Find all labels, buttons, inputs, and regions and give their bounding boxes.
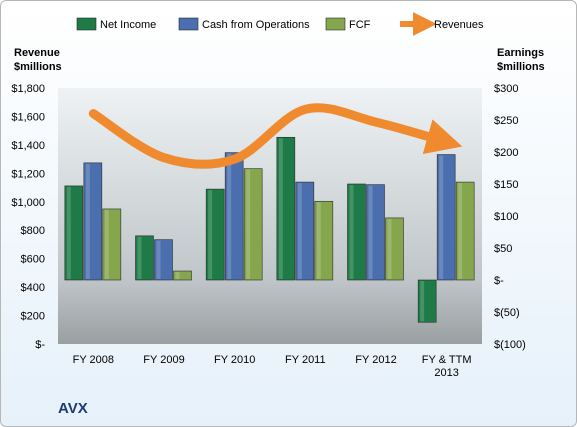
right-axis-title-line1: Earnings — [497, 47, 544, 59]
left-tick-label: $800 — [21, 225, 45, 237]
bar-cash-from-operations — [83, 162, 103, 281]
legend-label-cash-from-operations: Cash from Operations — [202, 19, 310, 31]
right-axis-title-line2: $millions — [497, 61, 545, 73]
left-tick-label: $600 — [21, 254, 45, 266]
legend-swatch-net-income — [76, 17, 97, 31]
bar-highlight — [227, 153, 232, 279]
left-tick-label: $1,000 — [11, 197, 45, 209]
right-tick-label: $(100) — [494, 339, 526, 351]
right-axis: $(100) $(50) $- $50 $100 $150 $200 $250 $300 — [494, 83, 526, 351]
bar-cash-from-operations — [154, 239, 173, 281]
bar-highlight — [349, 185, 354, 279]
bar-fcf — [314, 200, 334, 281]
category-label: FY 2011 — [285, 354, 326, 366]
bar-highlight — [278, 138, 283, 279]
bar-net-income — [417, 279, 437, 323]
bar-fcf — [455, 181, 475, 281]
bar-cash-from-operations — [436, 154, 456, 281]
right-tick-label: $300 — [494, 83, 518, 95]
category-label: FY 2009 — [143, 354, 184, 366]
left-axis-title-line2: $millions — [14, 61, 62, 73]
revenue-line — [88, 103, 463, 169]
bar-highlight — [368, 185, 373, 279]
bar-net-income — [347, 183, 366, 281]
bar-cash-from-operations — [295, 181, 315, 281]
legend-label-revenues: Revenues — [434, 19, 484, 31]
bar-highlight — [316, 202, 321, 279]
legend-swatch-cash-from-operations — [178, 17, 199, 31]
bar-highlight — [458, 183, 463, 279]
category-label: FY 2010 — [214, 354, 255, 366]
legend-label-net-income: Net Income — [100, 19, 156, 31]
legend: Net Income Cash from Operations FCF Revenue… — [76, 12, 484, 36]
left-tick-label: $400 — [21, 282, 45, 294]
left-tick-label: $1,400 — [11, 140, 45, 152]
bar-highlight — [175, 272, 180, 279]
right-tick-label: $100 — [494, 211, 518, 223]
bar-highlight — [208, 190, 213, 279]
bar-highlight — [137, 236, 142, 279]
bar-highlight — [246, 169, 251, 279]
bars-layer — [64, 136, 475, 323]
right-tick-label: $200 — [494, 147, 518, 159]
right-tick-label: $150 — [494, 179, 518, 191]
category-label: FY 2008 — [73, 354, 114, 366]
bar-fcf — [173, 270, 192, 281]
legend-label-fcf: FCF — [349, 19, 371, 31]
left-tick-label: $1,600 — [11, 111, 45, 123]
right-tick-label: $- — [494, 275, 504, 287]
bar-fcf — [243, 168, 263, 281]
bar-highlight — [85, 163, 90, 279]
bar-net-income — [276, 136, 296, 281]
bar-highlight — [387, 218, 392, 279]
bar-fcf — [102, 208, 122, 281]
bar-net-income — [64, 185, 84, 281]
bar-highlight — [297, 183, 302, 279]
bar-highlight — [66, 186, 71, 279]
bar-net-income — [205, 188, 225, 281]
bar-cash-from-operations — [366, 184, 385, 281]
category-label: FY 2012 — [355, 354, 396, 366]
left-axis-title-line1: Revenue — [14, 47, 60, 59]
right-tick-label: $(50) — [494, 307, 520, 319]
left-tick-label: $200 — [21, 311, 45, 323]
revenue-line-layer — [88, 103, 463, 169]
left-tick-label: $1,200 — [11, 168, 45, 180]
bar-net-income — [135, 235, 154, 281]
left-tick-label: $1,800 — [11, 83, 45, 95]
bar-highlight — [104, 209, 109, 279]
bar-fcf — [385, 217, 404, 281]
left-axis: $- $200 $400 $600 $800 $1,000 $1,200 $1,400 $1,6… — [11, 83, 45, 351]
x-axis: FY 2008 FY 2009 FY 2010 FY 2011 FY 2012 FY & … — [73, 354, 472, 379]
bar-highlight — [420, 281, 425, 322]
bar-highlight — [156, 240, 161, 279]
bar-cash-from-operations — [224, 152, 244, 281]
category-label: FY & TTM 2013 — [422, 354, 472, 379]
right-tick-label: $50 — [494, 243, 512, 255]
left-tick-label: $- — [35, 339, 45, 351]
legend-swatch-fcf — [325, 17, 346, 31]
right-tick-label: $250 — [494, 115, 518, 127]
bar-highlight — [439, 155, 444, 279]
company-label: AVX — [58, 400, 88, 417]
